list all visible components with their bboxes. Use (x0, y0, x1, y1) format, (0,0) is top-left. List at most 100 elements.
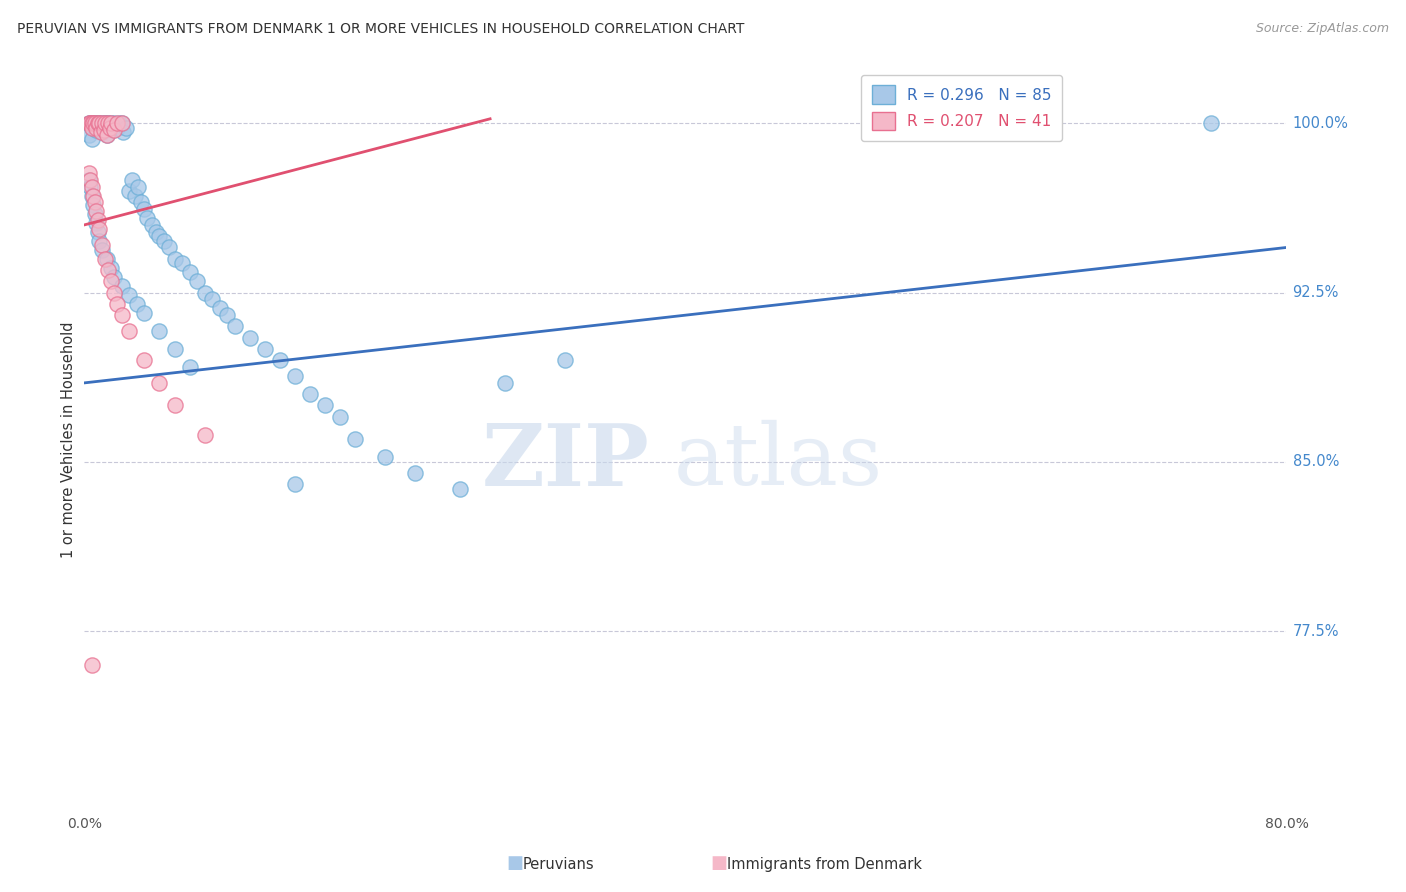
Point (194, 427, 217, 442)
Point (79, 173, 101, 187)
Point (77, 128, 100, 142)
Point (80, 120, 103, 135)
Text: ZIP: ZIP (482, 419, 650, 504)
Point (103, 116, 125, 130)
Point (89, 120, 111, 135)
Point (77, 116, 100, 130)
Point (82, 116, 104, 130)
Point (83, 116, 105, 130)
Point (1201, 116, 1223, 130)
Text: Immigrants from Denmark: Immigrants from Denmark (727, 857, 922, 872)
Point (82, 197, 104, 211)
Point (80, 116, 103, 130)
Point (103, 123, 125, 137)
Text: Source: ZipAtlas.com: Source: ZipAtlas.com (1256, 22, 1389, 36)
Point (127, 179, 149, 194)
Text: ■: ■ (506, 855, 523, 872)
Point (96, 128, 118, 142)
Point (77, 173, 100, 187)
Point (217, 308, 239, 322)
Point (98, 120, 121, 135)
Point (494, 376, 516, 390)
Point (107, 120, 129, 135)
Point (94, 252, 117, 266)
Point (91, 243, 114, 257)
Point (100, 116, 122, 130)
Text: PERUVIAN VS IMMIGRANTS FROM DENMARK 1 OR MORE VEHICLES IN HOUSEHOLD CORRELATION : PERUVIAN VS IMMIGRANTS FROM DENMARK 1 OR… (17, 22, 744, 37)
Point (284, 477, 307, 491)
Point (284, 369, 307, 384)
Point (89, 116, 111, 130)
Point (343, 433, 366, 447)
Point (153, 234, 176, 248)
Point (170, 256, 193, 270)
Point (118, 324, 141, 338)
Point (179, 360, 201, 375)
Text: Peruvians: Peruvians (523, 857, 595, 872)
Point (100, 260, 122, 275)
Point (253, 342, 276, 356)
Point (86, 204, 108, 219)
Point (96, 116, 118, 130)
Point (111, 308, 134, 322)
Point (148, 376, 170, 390)
Point (83, 116, 105, 130)
Point (298, 387, 321, 401)
Point (100, 274, 122, 288)
Point (80, 179, 103, 194)
Point (104, 119, 127, 133)
Point (96, 252, 118, 266)
Point (91, 116, 114, 130)
Point (179, 265, 201, 279)
Point (194, 285, 217, 300)
Point (374, 450, 396, 465)
Point (314, 399, 336, 413)
Point (163, 342, 186, 356)
Point (79, 179, 101, 194)
Point (90, 125, 112, 139)
Point (148, 229, 170, 244)
Point (103, 285, 125, 300)
Point (94, 116, 117, 130)
Point (80, 116, 103, 130)
Point (115, 120, 138, 135)
Point (404, 466, 426, 480)
Point (449, 482, 471, 496)
Point (91, 238, 114, 252)
Point (87, 116, 110, 130)
Point (118, 184, 141, 198)
Point (108, 116, 131, 130)
Point (86, 216, 108, 230)
Point (186, 274, 208, 288)
Point (121, 173, 143, 187)
Point (82, 116, 104, 130)
Point (87, 225, 110, 239)
Point (148, 324, 170, 338)
Point (157, 240, 180, 254)
Point (118, 288, 141, 302)
Text: atlas: atlas (673, 420, 883, 503)
Point (107, 297, 129, 311)
Point (89, 234, 111, 248)
Point (80, 132, 103, 146)
Point (79, 116, 101, 130)
Text: ■: ■ (710, 855, 727, 872)
Point (94, 116, 117, 130)
Point (93, 123, 115, 137)
Point (107, 116, 129, 130)
Point (201, 293, 224, 307)
Point (269, 353, 291, 368)
Point (111, 278, 134, 293)
Point (87, 213, 110, 227)
Point (103, 269, 125, 284)
Point (80, 658, 103, 673)
Point (134, 202, 156, 216)
Point (239, 331, 262, 345)
Point (125, 297, 148, 311)
Point (82, 188, 104, 202)
Point (134, 353, 156, 368)
Point (163, 252, 186, 266)
Point (86, 123, 108, 137)
Point (134, 306, 156, 320)
Point (97, 116, 120, 130)
